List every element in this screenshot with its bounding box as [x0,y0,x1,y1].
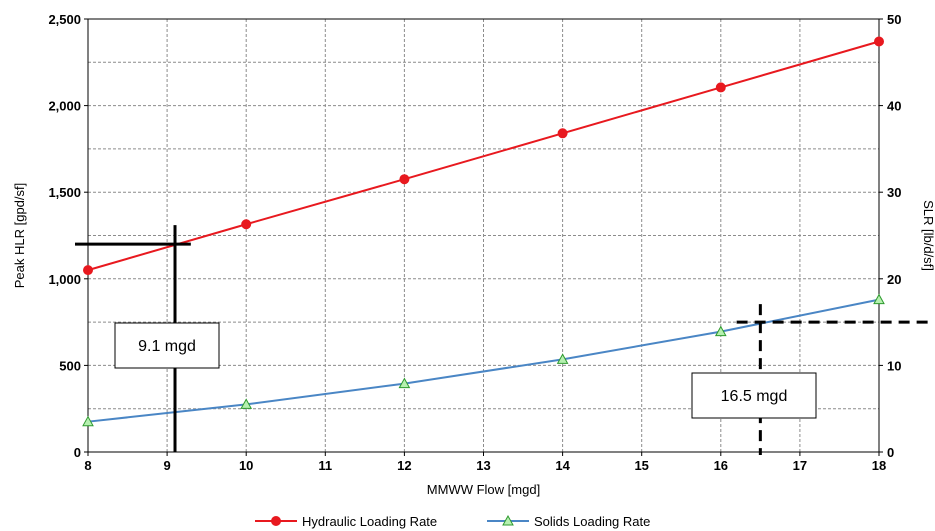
annotation-label: 16.5 mgd [721,388,788,405]
x-tick-label: 9 [163,458,170,473]
y-tick-label: 1,000 [48,272,81,287]
legend-marker-hydraulic [271,516,281,526]
annotation-box [114,322,220,369]
y2-tick-label: 30 [887,185,901,200]
y-tick-label: 1,500 [48,185,81,200]
y2-axis-label: SLR [lb/d/sf] [921,200,935,271]
series [82,36,885,427]
grid [88,19,879,452]
legend: Hydraulic Loading Rate Solids Loading Ra… [255,514,650,529]
legend-item-solids: Solids Loading Rate [487,514,650,529]
legend-label-solids: Solids Loading Rate [534,514,650,529]
data-point-hydraulic [241,219,252,230]
data-point-solids [398,377,411,389]
x-tick-label: 10 [239,458,253,473]
data-point-hydraulic [715,82,726,93]
legend-label-hydraulic: Hydraulic Loading Rate [302,514,437,529]
x-tick-label: 11 [318,458,332,473]
data-point-hydraulic [399,174,410,185]
legend-item-hydraulic: Hydraulic Loading Rate [255,514,437,529]
data-point-solids [873,293,885,305]
series-line-hydraulic [87,40,880,272]
x-tick-label: 15 [634,458,648,473]
ticks: 8 9 10 11 12 13 14 15 16 17 1805001,0001,5002,0002… [48,12,901,473]
y2-tick-label: 0 [887,445,894,460]
data-point-solids [714,325,727,337]
data-point-solids [556,353,569,364]
y-tick-label: 2,500 [48,12,81,27]
annotation-box [691,372,817,419]
annotation-label: 9.1 mgd [138,338,196,355]
y2-tick-label: 40 [887,99,901,114]
data-point-solids [82,415,94,427]
x-tick-label: 17 [793,458,807,473]
x-tick-label: 16 [714,458,728,473]
y-tick-label: 0 [74,445,81,460]
y-tick-label: 500 [59,358,81,373]
y-tick-label: 2,000 [48,99,81,114]
x-tick-label: 14 [555,458,570,473]
legend-marker-solids [502,514,514,526]
data-point-hydraulic [83,265,93,276]
x-tick-label: 12 [397,458,411,473]
y2-tick-label: 10 [887,358,901,373]
x-tick-label: 13 [476,458,490,473]
y2-tick-label: 20 [887,272,901,287]
annotations: 9.1 mgd 16.5 mgd [75,225,933,455]
x-tick-label: 8 [84,458,91,473]
y2-tick-label: 50 [887,12,901,27]
x-tick-label: 18 [872,458,886,473]
data-point-solids [240,398,253,409]
data-point-hydraulic [557,128,568,139]
x-axis-label: MMWW Flow [mgd] [427,482,540,497]
series-line-solids [87,298,880,423]
data-point-hydraulic [874,36,884,47]
y-axis-label: Peak HLR [gpd/sf] [12,183,27,289]
